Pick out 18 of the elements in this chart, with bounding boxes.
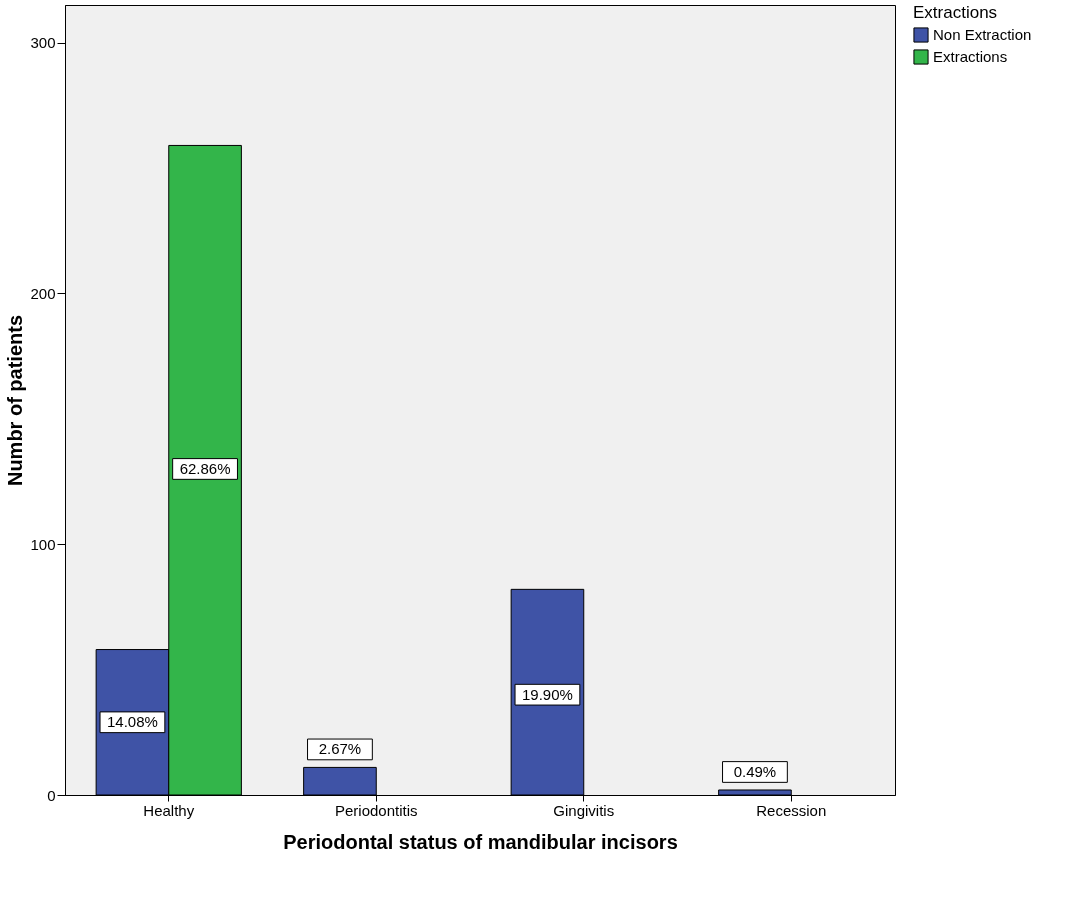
annotation: 0.49% (733, 762, 777, 780)
annotation: 2.67% (318, 740, 362, 758)
y-tick-label: 300 (30, 34, 56, 52)
x-tick-label: Recession (756, 801, 827, 819)
legend-title: Extractions (913, 3, 998, 22)
y-tick-label: 200 (30, 284, 56, 302)
x-tick-label: Gingivitis (553, 801, 615, 819)
legend-label: Non Extraction (933, 26, 1032, 43)
y-tick-label: 100 (30, 535, 56, 553)
x-axis-title: Periodontal status of mandibular incisors (283, 830, 678, 853)
y-tick-label: 0 (47, 786, 56, 804)
x-tick-label: Healthy (143, 801, 195, 819)
annotation: 62.86% (179, 459, 231, 477)
legend-label: Extractions (933, 48, 1008, 65)
x-tick-label: Periodontitis (334, 801, 418, 819)
y-axis-title: Numbr of patients (4, 314, 27, 487)
annotation: 19.90% (522, 685, 573, 703)
annotation: 14.08% (107, 713, 158, 731)
